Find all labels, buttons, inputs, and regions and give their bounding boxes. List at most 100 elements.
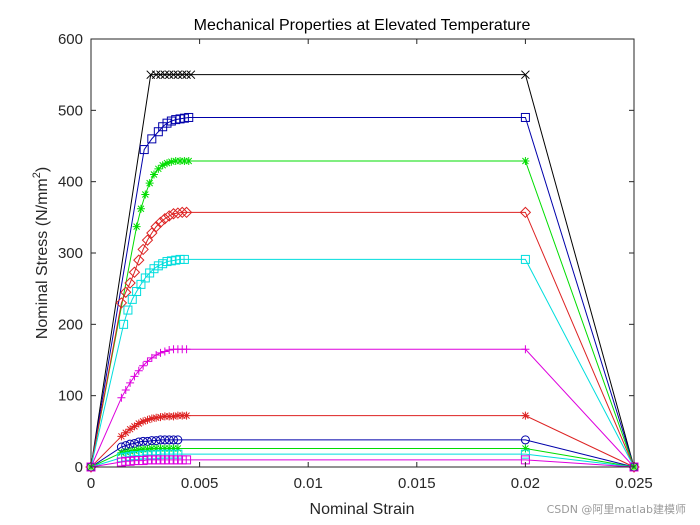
data-point bbox=[152, 444, 161, 453]
data-point bbox=[171, 156, 180, 165]
data-point bbox=[173, 435, 183, 445]
data-point bbox=[141, 190, 150, 199]
data-point bbox=[172, 207, 184, 219]
y-axis-title-main: Nominal Stress (N/mm bbox=[34, 178, 51, 339]
data-point bbox=[521, 70, 530, 80]
data-point bbox=[151, 70, 161, 80]
data-point bbox=[150, 220, 162, 233]
data-point bbox=[152, 351, 161, 360]
chart-title: Mechanical Properties at Elevated Temper… bbox=[194, 17, 531, 34]
x-axis-title: Nominal Strain bbox=[310, 501, 415, 518]
data-point bbox=[186, 70, 196, 80]
plot-area bbox=[91, 39, 634, 467]
data-point bbox=[520, 435, 530, 445]
data-point bbox=[156, 435, 166, 445]
data-point bbox=[160, 412, 169, 421]
x-tick-label: 0.01 bbox=[294, 475, 323, 492]
data-point bbox=[130, 372, 139, 381]
data-point bbox=[158, 161, 167, 170]
data-point bbox=[182, 345, 191, 354]
data-point bbox=[117, 393, 126, 402]
y-tick-label: 300 bbox=[58, 245, 83, 262]
series-9 bbox=[87, 444, 638, 471]
x-tick-label: 0.015 bbox=[398, 475, 436, 492]
y-tick-label: 200 bbox=[58, 316, 83, 333]
data-point bbox=[141, 234, 154, 246]
data-point bbox=[139, 145, 149, 155]
data-point bbox=[177, 70, 187, 80]
data-point bbox=[165, 444, 174, 453]
data-point bbox=[165, 346, 174, 355]
y-axis-title-sup: 2 bbox=[31, 172, 43, 178]
data-point bbox=[184, 112, 194, 122]
data-point bbox=[182, 411, 191, 420]
data-point bbox=[521, 444, 530, 453]
ticks-layer: 0 0.005 0.01 0.015 0.02 0.025 0 100 200 300 400 500… bbox=[58, 31, 653, 492]
data-point bbox=[145, 179, 154, 188]
data-point bbox=[169, 435, 179, 445]
data-point bbox=[134, 366, 143, 375]
data-point bbox=[173, 70, 183, 80]
series-2 bbox=[86, 112, 639, 472]
data-point bbox=[521, 411, 530, 420]
data-point bbox=[126, 378, 135, 387]
x-tick-label: 0 bbox=[87, 475, 95, 492]
data-point bbox=[128, 266, 141, 278]
data-point bbox=[164, 435, 174, 445]
data-point bbox=[176, 156, 185, 165]
data-point bbox=[139, 445, 148, 454]
data-point bbox=[165, 412, 174, 421]
data-point bbox=[136, 204, 145, 213]
data-point bbox=[143, 415, 152, 424]
data-point bbox=[160, 347, 169, 356]
y-axis-title: Nominal Stress (N/mm2) bbox=[31, 167, 51, 339]
data-point bbox=[182, 70, 191, 80]
y-tick-label: 100 bbox=[58, 388, 83, 405]
data-point bbox=[156, 348, 165, 357]
data-point bbox=[139, 417, 148, 426]
data-point bbox=[126, 425, 135, 434]
y-tick-label: 400 bbox=[58, 174, 83, 191]
data-point bbox=[169, 412, 178, 421]
data-point bbox=[184, 156, 193, 165]
data-point bbox=[143, 445, 152, 454]
data-point bbox=[130, 422, 139, 431]
data-point bbox=[173, 444, 182, 453]
data-point bbox=[124, 277, 136, 289]
data-point bbox=[152, 413, 161, 422]
y-tick-label: 600 bbox=[58, 31, 83, 48]
data-point bbox=[167, 157, 176, 166]
x-tick-label: 0.025 bbox=[615, 475, 653, 492]
data-point bbox=[121, 428, 130, 437]
data-point bbox=[520, 112, 530, 122]
data-point bbox=[159, 213, 171, 225]
data-point bbox=[521, 156, 530, 165]
data-point bbox=[156, 413, 165, 422]
data-point bbox=[154, 216, 167, 229]
data-point bbox=[521, 345, 530, 354]
data-point bbox=[180, 156, 189, 165]
data-point bbox=[115, 297, 128, 309]
data-point bbox=[134, 445, 143, 454]
data-point bbox=[121, 385, 130, 394]
data-point bbox=[156, 70, 165, 80]
data-point bbox=[163, 210, 175, 222]
data-point bbox=[146, 227, 158, 239]
data-point bbox=[133, 254, 145, 266]
data-point bbox=[147, 134, 157, 144]
data-point bbox=[164, 70, 174, 80]
data-point bbox=[147, 414, 156, 423]
data-point bbox=[154, 164, 163, 173]
data-point bbox=[169, 70, 178, 80]
data-point bbox=[520, 254, 530, 264]
data-point bbox=[156, 444, 165, 453]
data-point bbox=[519, 206, 532, 219]
data-point bbox=[182, 455, 192, 465]
data-point bbox=[520, 449, 530, 459]
data-point bbox=[139, 361, 148, 370]
data-point bbox=[173, 411, 182, 420]
data-point bbox=[147, 353, 156, 362]
watermark: CSDN @阿里matlab建模师 bbox=[546, 503, 686, 516]
data-point bbox=[160, 444, 169, 453]
